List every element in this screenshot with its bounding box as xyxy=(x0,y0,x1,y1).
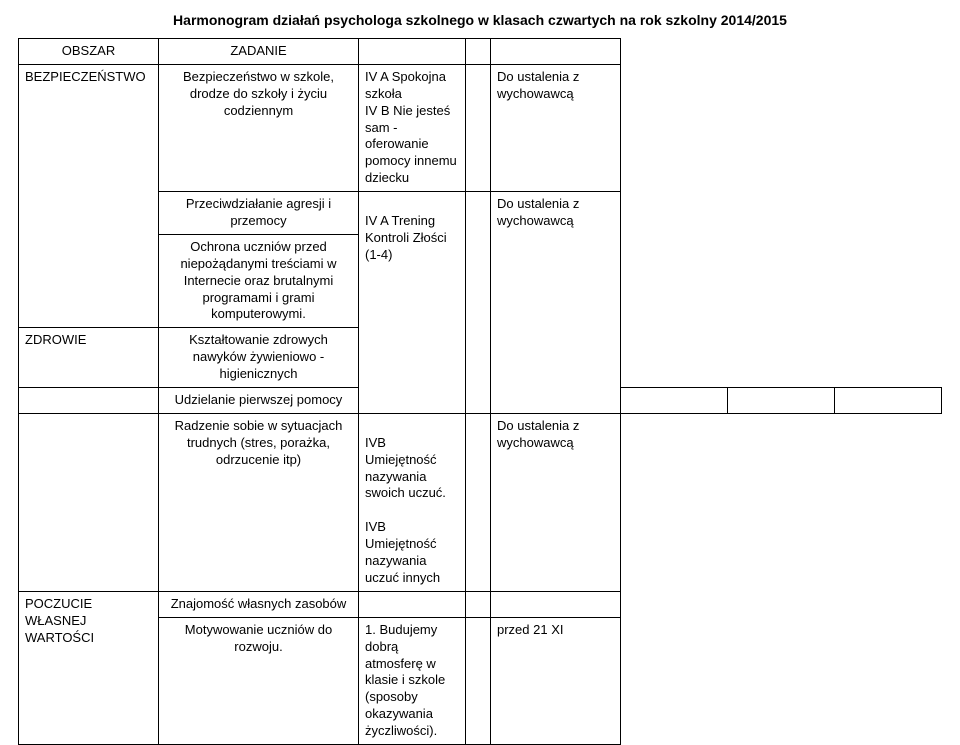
schedule-table: OBSZAR ZADANIE BEZPIECZEŃSTWO Bezpieczeń… xyxy=(18,38,942,745)
cell-term: Do ustalenia z wychowawcą xyxy=(491,64,621,191)
col-header-empty-5 xyxy=(491,39,621,65)
document-title: Harmonogram działań psychologa szkolnego… xyxy=(18,12,942,28)
cell-empty xyxy=(466,64,491,191)
table-row: OBSZAR ZADANIE xyxy=(19,39,942,65)
text-line: IV B Nie jesteś sam - oferowanie pomocy … xyxy=(365,103,457,186)
cell-zadanie: Przeciwdziałanie agresji i przemocy xyxy=(159,192,359,235)
text-line: IVB Umiejętność nazywania swoich uczuć. xyxy=(365,435,446,501)
text-line: IV A Trening Kontroli Złości (1-4) xyxy=(365,213,447,262)
col-header-empty-4 xyxy=(466,39,491,65)
cell-zadanie: Znajomość własnych zasobów xyxy=(159,591,359,617)
cell-term-empty xyxy=(491,591,621,617)
cell-obszar: ZDROWIE xyxy=(19,328,159,388)
cell-desc: IV A Trening Kontroli Złości (1-4) xyxy=(359,192,466,414)
col-header-obszar: OBSZAR xyxy=(19,39,159,65)
col-header-zadanie: ZADANIE xyxy=(159,39,359,65)
cell-zadanie: Ochrona uczniów przed niepożądanymi treś… xyxy=(159,234,359,327)
cell-obszar-empty xyxy=(19,413,159,591)
page: Harmonogram działań psychologa szkolnego… xyxy=(0,0,960,745)
cell-zadanie: Kształtowanie zdrowych nawyków żywieniow… xyxy=(159,328,359,388)
col-header-empty-3 xyxy=(359,39,466,65)
cell-desc-empty xyxy=(359,591,466,617)
table-row: BEZPIECZEŃSTWO Bezpieczeństwo w szkole, … xyxy=(19,64,942,191)
table-row: POCZUCIE WŁASNEJ WARTOŚCI Znajomość włas… xyxy=(19,591,942,617)
cell-desc: IV A Spokojna szkoła IV B Nie jesteś sam… xyxy=(359,64,466,191)
table-row: Radzenie sobie w sytuacjach trudnych (st… xyxy=(19,413,942,591)
cell-desc-empty xyxy=(621,388,728,414)
cell-empty xyxy=(466,192,491,414)
cell-empty xyxy=(728,388,835,414)
cell-obszar: POCZUCIE WŁASNEJ WARTOŚCI xyxy=(19,591,159,744)
text-line: IVB Umiejętność nazywania uczuć innych xyxy=(365,519,440,585)
cell-term-empty xyxy=(835,388,942,414)
cell-empty xyxy=(466,617,491,744)
cell-term: Do ustalenia z wychowawcą xyxy=(491,413,621,591)
cell-desc: IVB Umiejętność nazywania swoich uczuć. … xyxy=(359,413,466,591)
cell-obszar-empty xyxy=(19,388,159,414)
cell-empty xyxy=(466,413,491,591)
cell-empty xyxy=(466,591,491,617)
cell-zadanie: Bezpieczeństwo w szkole, drodze do szkoł… xyxy=(159,64,359,191)
cell-term: Do ustalenia z wychowawcą xyxy=(491,192,621,414)
cell-zadanie: Radzenie sobie w sytuacjach trudnych (st… xyxy=(159,413,359,591)
cell-term: przed 21 XI xyxy=(491,617,621,744)
cell-desc: 1. Budujemy dobrą atmosferę w klasie i s… xyxy=(359,617,466,744)
cell-zadanie: Motywowanie uczniów do rozwoju. xyxy=(159,617,359,744)
text-line: IV A Spokojna szkoła xyxy=(365,69,446,101)
cell-zadanie: Udzielanie pierwszej pomocy xyxy=(159,388,359,414)
cell-obszar: BEZPIECZEŃSTWO xyxy=(19,64,159,327)
